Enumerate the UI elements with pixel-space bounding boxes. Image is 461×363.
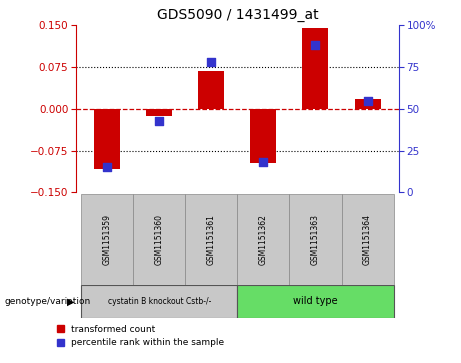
Bar bbox=[185, 194, 237, 285]
Text: ▶: ▶ bbox=[67, 296, 74, 306]
Bar bbox=[237, 285, 394, 318]
Title: GDS5090 / 1431499_at: GDS5090 / 1431499_at bbox=[157, 8, 318, 22]
Point bbox=[208, 59, 215, 65]
Point bbox=[156, 118, 163, 123]
Text: cystatin B knockout Cstb-/-: cystatin B knockout Cstb-/- bbox=[108, 297, 211, 306]
Point bbox=[104, 164, 111, 170]
Text: GSM1151363: GSM1151363 bbox=[311, 214, 320, 265]
Legend: transformed count, percentile rank within the sample: transformed count, percentile rank withi… bbox=[53, 321, 228, 351]
Bar bbox=[237, 194, 290, 285]
Bar bbox=[250, 109, 277, 163]
Bar bbox=[146, 109, 172, 115]
Point bbox=[312, 42, 319, 48]
Point bbox=[364, 98, 371, 103]
Bar bbox=[81, 194, 133, 285]
Bar bbox=[290, 194, 342, 285]
Text: wild type: wild type bbox=[293, 296, 338, 306]
Text: GSM1151364: GSM1151364 bbox=[363, 214, 372, 265]
Text: GSM1151359: GSM1151359 bbox=[103, 214, 112, 265]
Text: GSM1151362: GSM1151362 bbox=[259, 214, 268, 265]
Text: GSM1151360: GSM1151360 bbox=[155, 214, 164, 265]
Bar bbox=[95, 109, 120, 169]
Text: genotype/variation: genotype/variation bbox=[5, 297, 91, 306]
Bar bbox=[198, 71, 225, 109]
Bar bbox=[355, 99, 380, 109]
Bar bbox=[81, 285, 237, 318]
Point bbox=[260, 159, 267, 165]
Text: GSM1151361: GSM1151361 bbox=[207, 214, 216, 265]
Bar bbox=[302, 28, 329, 109]
Bar bbox=[133, 194, 185, 285]
Bar bbox=[342, 194, 394, 285]
